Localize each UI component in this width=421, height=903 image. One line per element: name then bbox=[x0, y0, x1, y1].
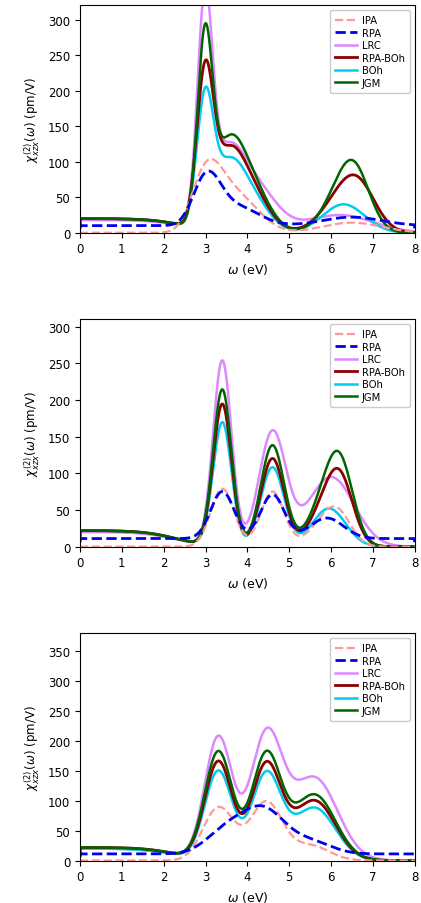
X-axis label: $\omega$ (eV): $\omega$ (eV) bbox=[226, 262, 268, 276]
Legend: IPA, RPA, LRC, RPA-BOh, BOh, JGM: IPA, RPA, LRC, RPA-BOh, BOh, JGM bbox=[330, 325, 410, 407]
Legend: IPA, RPA, LRC, RPA-BOh, BOh, JGM: IPA, RPA, LRC, RPA-BOh, BOh, JGM bbox=[330, 12, 410, 94]
Legend: IPA, RPA, LRC, RPA-BOh, BOh, JGM: IPA, RPA, LRC, RPA-BOh, BOh, JGM bbox=[330, 638, 410, 721]
X-axis label: $\omega$ (eV): $\omega$ (eV) bbox=[226, 575, 268, 591]
Y-axis label: $\chi^{(2)}_{xzx}(\omega)$ (pm/V): $\chi^{(2)}_{xzx}(\omega)$ (pm/V) bbox=[23, 391, 43, 476]
Y-axis label: $\chi^{(2)}_{xzx}(\omega)$ (pm/V): $\chi^{(2)}_{xzx}(\omega)$ (pm/V) bbox=[23, 77, 43, 163]
Y-axis label: $\chi^{(2)}_{xzx}(\omega)$ (pm/V): $\chi^{(2)}_{xzx}(\omega)$ (pm/V) bbox=[23, 704, 43, 790]
X-axis label: $\omega$ (eV): $\omega$ (eV) bbox=[226, 889, 268, 903]
